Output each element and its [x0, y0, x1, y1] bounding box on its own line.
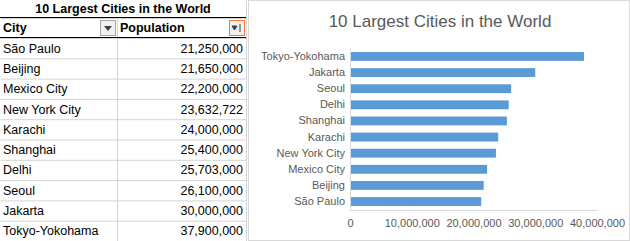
table-cell: 25,703,000 — [180, 163, 243, 177]
filter-button-icon[interactable] — [104, 26, 112, 31]
category-tick: New York City — [277, 147, 346, 159]
header-underline — [0, 37, 246, 38]
table-cell: Karachi — [3, 123, 45, 137]
category-label: New York City — [277, 147, 346, 159]
table-cell: Seoul — [3, 184, 35, 198]
category-tick: Delhi — [320, 98, 345, 110]
category-tick: Shanghai — [299, 114, 346, 126]
category-tick: Beijing — [312, 179, 345, 191]
bars — [350, 52, 584, 206]
value-tick: 30,000,000 — [508, 210, 563, 229]
value-axis: 0 10,000,000 20,000,000 30,000,000 40,000,00… — [347, 210, 625, 229]
category-label: Mexico City — [288, 163, 345, 175]
category-label: Tokyo-Yokohama — [261, 50, 346, 62]
table-cell: Jakarta — [3, 204, 44, 218]
value-tick-label: 40,000,000 — [570, 217, 625, 229]
value-axis-line — [351, 210, 598, 211]
bar — [350, 117, 507, 126]
table-cell: New York City — [3, 103, 82, 117]
category-label: Beijing — [312, 179, 345, 191]
bar — [350, 68, 535, 77]
table-cell: Mexico City — [3, 82, 68, 96]
chart: 10 Largest Cities in the World 0 10,000,00… — [249, 1, 630, 241]
filter-button-box[interactable] — [101, 21, 116, 36]
category-tick: Karachi — [308, 131, 345, 143]
category-tick: São Paulo — [294, 195, 345, 207]
category-label: São Paulo — [294, 195, 345, 207]
bar — [350, 165, 487, 174]
table-title: 10 Largest Cities in the World — [35, 2, 211, 16]
filter-button[interactable] — [230, 21, 245, 36]
table-cell: 26,100,000 — [180, 184, 243, 198]
bar — [350, 197, 481, 206]
sheet-line — [1, 119, 247, 120]
table-cell: 22,200,000 — [180, 82, 243, 96]
sheet-line — [117, 19, 118, 241]
table-cell: Beijing — [3, 62, 41, 76]
table-cell: 24,000,000 — [180, 123, 243, 137]
sheet-line — [246, 1, 247, 241]
sheet-line — [1, 140, 247, 141]
bar — [350, 133, 498, 142]
bar — [350, 149, 496, 158]
table-cell: 21,650,000 — [180, 62, 243, 76]
sheet-line — [1, 200, 247, 201]
sheet-line — [1, 18, 247, 19]
table-cell: São Paulo — [3, 42, 61, 56]
value-tick: 40,000,000 — [570, 210, 625, 229]
sheet-line — [1, 221, 247, 222]
sheet-line — [1, 58, 247, 59]
category-label: Seoul — [317, 82, 345, 94]
table-cell: 23,632,722 — [180, 103, 243, 117]
category-axis-line — [350, 49, 351, 211]
chart-title: 10 Largest Cities in the World — [329, 12, 552, 31]
value-tick: 20,000,000 — [446, 210, 501, 229]
table-cell: 30,000,000 — [180, 204, 243, 218]
category-tick: Seoul — [317, 82, 345, 94]
title-underline — [0, 17, 246, 18]
header-cell: City — [3, 21, 27, 35]
bar — [350, 52, 584, 61]
value-tick: 10,000,000 — [385, 210, 440, 229]
bar — [350, 100, 509, 109]
chart-frame — [249, 1, 630, 241]
category-label: Karachi — [308, 131, 345, 143]
category-label: Jakarta — [309, 66, 346, 78]
category-label: Shanghai — [299, 114, 346, 126]
value-tick-label: 20,000,000 — [446, 217, 501, 229]
sheet-line — [1, 79, 247, 80]
value-tick-label: 0 — [347, 217, 353, 229]
category-axis: São Paulo Beijing Mexico City New York City… — [261, 49, 350, 211]
canvas: 10 Largest Cities in the World City Popula… — [0, 0, 630, 241]
sheet-line — [1, 160, 247, 161]
filter-button[interactable] — [101, 21, 116, 36]
bar — [350, 181, 484, 190]
table-cell: 37,900,000 — [180, 224, 243, 238]
filter-button-box[interactable] — [230, 21, 245, 36]
bar — [350, 84, 511, 93]
value-tick-label: 10,000,000 — [385, 217, 440, 229]
table-cell: Tokyo-Yokohama — [3, 224, 98, 238]
category-tick: Jakarta — [309, 66, 346, 78]
page-root: 10 Largest Cities in the World City Popula… — [0, 0, 630, 241]
table-cell: 25,400,000 — [180, 143, 243, 157]
table: 10 Largest Cities in the World City Popula… — [0, 1, 247, 241]
sheet-line — [1, 38, 247, 39]
value-tick-label: 30,000,000 — [508, 217, 563, 229]
filter-button-icon[interactable] — [232, 24, 240, 32]
category-tick: Mexico City — [288, 163, 345, 175]
sheet-line — [1, 99, 247, 100]
table-cell: 21,250,000 — [180, 42, 243, 56]
value-tick: 0 — [347, 210, 353, 229]
header-cell: Population — [120, 21, 185, 35]
table-cell: Delhi — [3, 163, 32, 177]
category-label: Delhi — [320, 98, 345, 110]
table-cell: Shanghai — [3, 143, 56, 157]
category-tick: Tokyo-Yokohama — [261, 50, 346, 62]
sheet-line — [1, 180, 247, 181]
